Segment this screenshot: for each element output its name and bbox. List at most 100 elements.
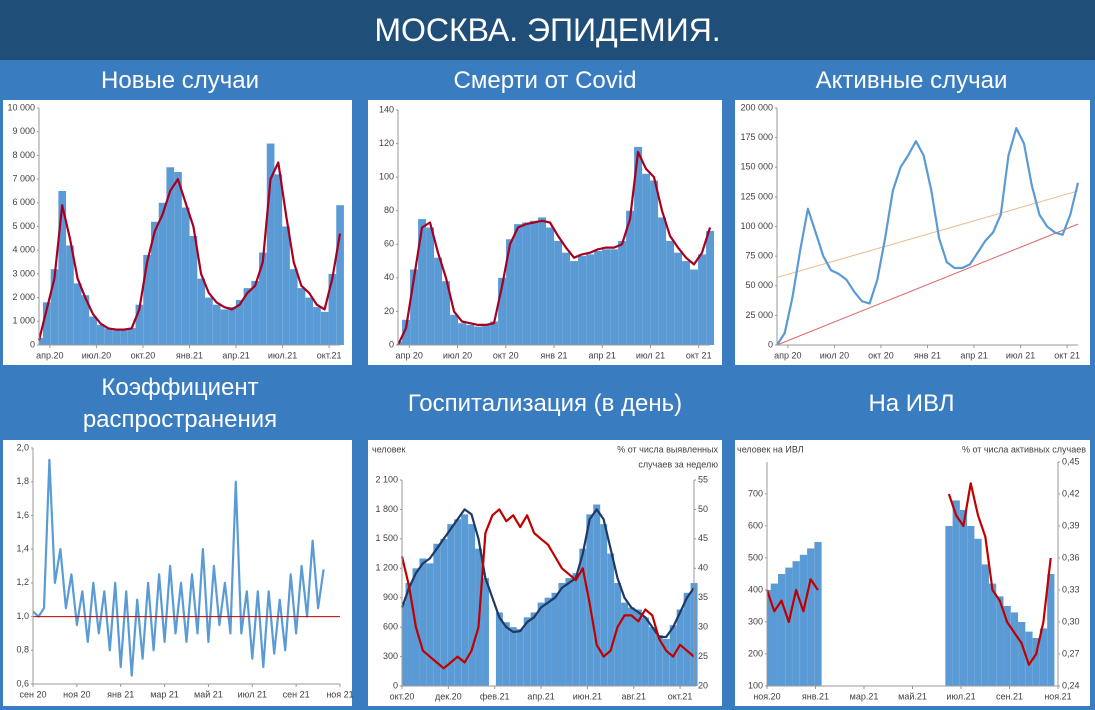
bar	[398, 341, 406, 345]
bar	[166, 167, 175, 345]
y-tick-label: 300	[383, 651, 398, 661]
y-tick-label: 1,8	[16, 476, 29, 486]
bar	[320, 311, 329, 345]
bar	[502, 622, 510, 686]
y-tick-label: 7 000	[12, 173, 35, 183]
bar	[419, 558, 427, 686]
bar	[297, 288, 306, 345]
bar	[1032, 638, 1040, 686]
bar	[641, 617, 649, 686]
bar	[799, 554, 808, 686]
y2-tick-label: 45	[698, 533, 708, 543]
y-tick-label: 200 000	[740, 102, 773, 112]
bar	[514, 224, 523, 345]
bar	[466, 324, 475, 345]
bar	[988, 583, 997, 686]
bar	[546, 227, 555, 345]
bar	[235, 299, 244, 345]
bar	[614, 583, 622, 686]
bar	[426, 227, 435, 345]
x-tick-label: ноя 21	[326, 689, 353, 699]
y-tick-label: 500	[748, 552, 763, 562]
bar	[674, 252, 683, 345]
line	[397, 150, 712, 346]
x-tick-label: апр 21	[960, 350, 987, 360]
bar	[442, 281, 451, 345]
x-tick-label: апр.20	[36, 350, 63, 360]
bar	[468, 524, 476, 686]
bar	[39, 337, 47, 345]
x-tick-label: апр 20	[396, 350, 423, 360]
bar	[454, 519, 462, 686]
y-tick-label: 5 000	[12, 221, 35, 231]
bar	[66, 245, 74, 345]
y-tick-label: 80	[384, 205, 394, 215]
panel-title: Коэффициент распространения	[82, 374, 278, 433]
bar	[785, 567, 793, 686]
bar	[205, 297, 213, 345]
y-tick-label: 0	[30, 339, 35, 349]
bar	[96, 324, 105, 345]
y-tick-label: 20	[384, 306, 394, 316]
y2-axis-label: % от числа выявленных	[617, 444, 718, 454]
bar	[666, 240, 675, 345]
bar	[189, 235, 198, 345]
x-tick-label: окт 20	[493, 350, 519, 360]
bar	[1003, 606, 1011, 686]
bar	[698, 254, 707, 345]
y-tick-label: 10 000	[7, 102, 35, 112]
x-tick-label: ноя.20	[753, 691, 780, 701]
panel-title: Новые случаи	[101, 67, 259, 94]
x-tick-label: ноя.21	[1044, 691, 1071, 701]
y-tick-label: 0	[389, 339, 394, 349]
y2-tick-label: 50	[698, 504, 708, 514]
bar	[618, 240, 627, 345]
bar	[127, 327, 136, 345]
line	[776, 127, 1080, 346]
trend-line	[776, 223, 1079, 346]
y-tick-label: 900	[383, 592, 398, 602]
x-tick-label: сен.21	[996, 691, 1023, 701]
bar	[537, 602, 545, 686]
y-tick-label: 1 200	[375, 563, 398, 573]
y2-tick-label: 0,39	[1062, 520, 1080, 530]
bar	[498, 277, 507, 345]
bar	[402, 319, 411, 345]
bar	[1025, 631, 1033, 686]
bar	[89, 316, 97, 345]
bar	[600, 524, 608, 686]
chart-panel: 0,6 0,8 1,0 1,2 1,4 1,6 1,8 2,0 сен 20 ноя 20 янв …	[3, 440, 354, 706]
x-tick-label: июл.20	[82, 350, 111, 360]
y-tick-label: 400	[748, 584, 763, 594]
y2-tick-label: 0,36	[1062, 552, 1080, 562]
bar	[228, 307, 236, 345]
bar	[626, 210, 635, 345]
x-tick-label: окт 20	[868, 350, 894, 360]
bar	[610, 249, 619, 345]
bar	[274, 174, 283, 345]
bar	[655, 634, 663, 686]
bar	[143, 254, 151, 345]
bar	[792, 561, 800, 686]
bar	[683, 592, 691, 686]
x-tick-label: янв 21	[540, 350, 567, 360]
bar	[770, 583, 778, 686]
bar	[554, 240, 563, 345]
chart-panel: 100 200 300 400 500 600 700 0,24 0,27 0,30 0,33 0,3…	[735, 440, 1090, 706]
bar	[778, 574, 786, 686]
bar	[593, 504, 601, 686]
y-tick-label: 100	[748, 680, 763, 690]
y-tick-label: 175 000	[740, 132, 773, 142]
y2-tick-label: 35	[698, 592, 708, 602]
y-tick-label: 1,4	[16, 544, 29, 554]
y-tick-label: 1 000	[12, 316, 35, 326]
bar	[565, 578, 573, 686]
y-tick-label: 40	[384, 272, 394, 282]
y-axis-label: человек на ИВЛ	[737, 444, 804, 454]
y-tick-label: 150 000	[740, 162, 773, 172]
line	[400, 508, 695, 670]
bar	[151, 221, 159, 345]
bar	[594, 251, 603, 345]
bar	[313, 307, 321, 345]
